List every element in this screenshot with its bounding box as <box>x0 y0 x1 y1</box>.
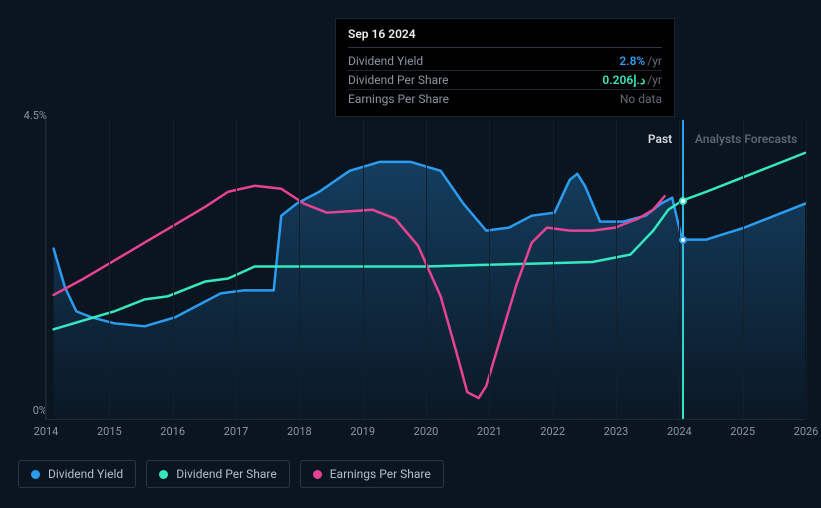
tooltip-row-earnings-per-share: Earnings Per Share No data <box>348 90 662 108</box>
grid-line <box>426 120 427 419</box>
x-tick: 2025 <box>730 425 755 438</box>
x-tick: 2015 <box>97 425 122 438</box>
x-tick: 2016 <box>160 425 185 438</box>
tooltip-row-dividend-yield: Dividend Yield 2.8%/yr <box>348 52 662 71</box>
legend-item-dividend-yield[interactable]: Dividend Yield <box>18 460 136 488</box>
legend-dot <box>159 470 168 479</box>
grid-line <box>46 120 47 419</box>
x-tick: 2017 <box>224 425 249 438</box>
tooltip-value: 2.8% <box>619 54 645 68</box>
tooltip-value: د.إ0.206 <box>602 73 645 87</box>
x-tick: 2014 <box>34 425 59 438</box>
legend: Dividend Yield Dividend Per Share Earnin… <box>18 460 444 488</box>
x-tick: 2019 <box>350 425 375 438</box>
tooltip-date: Sep 16 2024 <box>348 27 662 48</box>
x-tick: 2022 <box>540 425 565 438</box>
grid-line <box>236 120 237 419</box>
past-label: Past <box>648 132 672 146</box>
grid-line <box>616 120 617 419</box>
tooltip-label: Earnings Per Share <box>348 92 449 106</box>
grid-line <box>679 120 680 419</box>
cursor-vline <box>682 120 684 419</box>
grid-line <box>363 120 364 419</box>
grid-line <box>743 120 744 419</box>
y-axis-max: 4.5% <box>24 109 47 122</box>
x-tick: 2023 <box>604 425 629 438</box>
series-marker <box>679 197 687 205</box>
tooltip-label: Dividend Yield <box>348 54 423 68</box>
tooltip-row-dividend-per-share: Dividend Per Share د.إ0.206/yr <box>348 71 662 90</box>
tooltip-unit: /yr <box>647 54 662 68</box>
grid-line <box>806 120 807 419</box>
legend-label: Dividend Per Share <box>176 467 277 481</box>
tooltip-label: Dividend Per Share <box>348 73 449 87</box>
chart-tooltip: Sep 16 2024 Dividend Yield 2.8%/yr Divid… <box>335 18 675 117</box>
x-tick: 2026 <box>794 425 819 438</box>
plot-area[interactable]: Past Analysts Forecasts 2014201520162017… <box>45 120 805 420</box>
tooltip-nodata: No data <box>620 92 662 106</box>
legend-dot <box>31 470 40 479</box>
x-tick: 2024 <box>667 425 692 438</box>
x-tick: 2018 <box>287 425 312 438</box>
grid-line <box>109 120 110 419</box>
legend-item-earnings-per-share[interactable]: Earnings Per Share <box>300 460 444 488</box>
x-tick: 2020 <box>414 425 439 438</box>
dividend-chart: 4.5% 0% Past Analysts Forecasts 20142015… <box>15 100 805 450</box>
tooltip-unit: /yr <box>647 73 662 87</box>
legend-label: Dividend Yield <box>48 467 123 481</box>
x-tick: 2021 <box>477 425 502 438</box>
series-marker <box>679 236 687 244</box>
forecast-label: Analysts Forecasts <box>695 132 797 146</box>
legend-dot <box>313 470 322 479</box>
grid-line <box>299 120 300 419</box>
legend-item-dividend-per-share[interactable]: Dividend Per Share <box>146 460 290 488</box>
grid-line <box>173 120 174 419</box>
grid-line <box>553 120 554 419</box>
legend-label: Earnings Per Share <box>330 467 431 481</box>
grid-line <box>489 120 490 419</box>
